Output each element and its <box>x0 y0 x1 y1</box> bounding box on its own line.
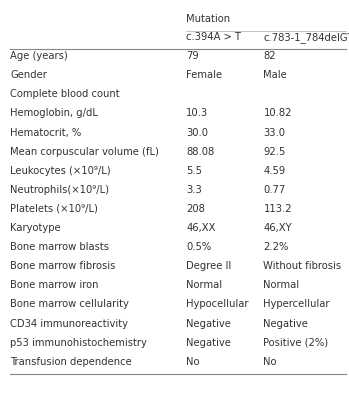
Text: 0.5%: 0.5% <box>186 242 211 252</box>
Text: 82: 82 <box>263 51 276 61</box>
Text: Negative: Negative <box>263 318 308 329</box>
Text: Transfusion dependence: Transfusion dependence <box>10 357 132 367</box>
Text: No: No <box>263 357 277 367</box>
Text: Bone marrow fibrosis: Bone marrow fibrosis <box>10 261 116 271</box>
Text: Karyotype: Karyotype <box>10 223 61 233</box>
Text: Hypocellular: Hypocellular <box>186 300 249 310</box>
Text: 10.3: 10.3 <box>186 109 208 119</box>
Text: 33.0: 33.0 <box>263 128 285 138</box>
Text: 2.2%: 2.2% <box>263 242 289 252</box>
Text: 113.2: 113.2 <box>263 204 292 214</box>
Text: 30.0: 30.0 <box>186 128 208 138</box>
Text: 4.59: 4.59 <box>263 166 286 176</box>
Text: 0.77: 0.77 <box>263 185 286 195</box>
Text: Degree II: Degree II <box>186 261 232 271</box>
Text: Leukocytes (×10⁹/L): Leukocytes (×10⁹/L) <box>10 166 111 176</box>
Text: 5.5: 5.5 <box>186 166 202 176</box>
Text: Male: Male <box>263 70 287 80</box>
Text: 46,XY: 46,XY <box>263 223 292 233</box>
Text: Bone marrow blasts: Bone marrow blasts <box>10 242 110 252</box>
Text: CD34 immunoreactivity: CD34 immunoreactivity <box>10 318 128 329</box>
Text: Bone marrow cellularity: Bone marrow cellularity <box>10 300 129 310</box>
Text: No: No <box>186 357 200 367</box>
Text: Female: Female <box>186 70 223 80</box>
Text: Bone marrow iron: Bone marrow iron <box>10 281 99 291</box>
Text: Neutrophils(×10⁹/L): Neutrophils(×10⁹/L) <box>10 185 110 195</box>
Text: Without fibrosis: Without fibrosis <box>263 261 342 271</box>
Text: 88.08: 88.08 <box>186 147 215 157</box>
Text: 208: 208 <box>186 204 205 214</box>
Text: Gender: Gender <box>10 70 47 80</box>
Text: Hemoglobin, g/dL: Hemoglobin, g/dL <box>10 109 98 119</box>
Text: Platelets (×10⁹/L): Platelets (×10⁹/L) <box>10 204 98 214</box>
Text: 79: 79 <box>186 51 199 61</box>
Text: 3.3: 3.3 <box>186 185 202 195</box>
Text: c.783-1_784delGTG: c.783-1_784delGTG <box>263 32 349 43</box>
Text: Mutation: Mutation <box>186 14 230 24</box>
Text: c.394A > T: c.394A > T <box>186 32 242 42</box>
Text: 10.82: 10.82 <box>263 109 292 119</box>
Text: 46,XX: 46,XX <box>186 223 216 233</box>
Text: Hypercellular: Hypercellular <box>263 300 330 310</box>
Text: p53 immunohistochemistry: p53 immunohistochemistry <box>10 338 147 348</box>
Text: Normal: Normal <box>263 281 299 291</box>
Text: Normal: Normal <box>186 281 223 291</box>
Text: Positive (2%): Positive (2%) <box>263 338 328 348</box>
Text: Mean corpuscular volume (fL): Mean corpuscular volume (fL) <box>10 147 159 157</box>
Text: Complete blood count: Complete blood count <box>10 90 120 100</box>
Text: Negative: Negative <box>186 338 231 348</box>
Text: Hematocrit, %: Hematocrit, % <box>10 128 82 138</box>
Text: Negative: Negative <box>186 318 231 329</box>
Text: Age (years): Age (years) <box>10 51 68 61</box>
Text: 92.5: 92.5 <box>263 147 286 157</box>
